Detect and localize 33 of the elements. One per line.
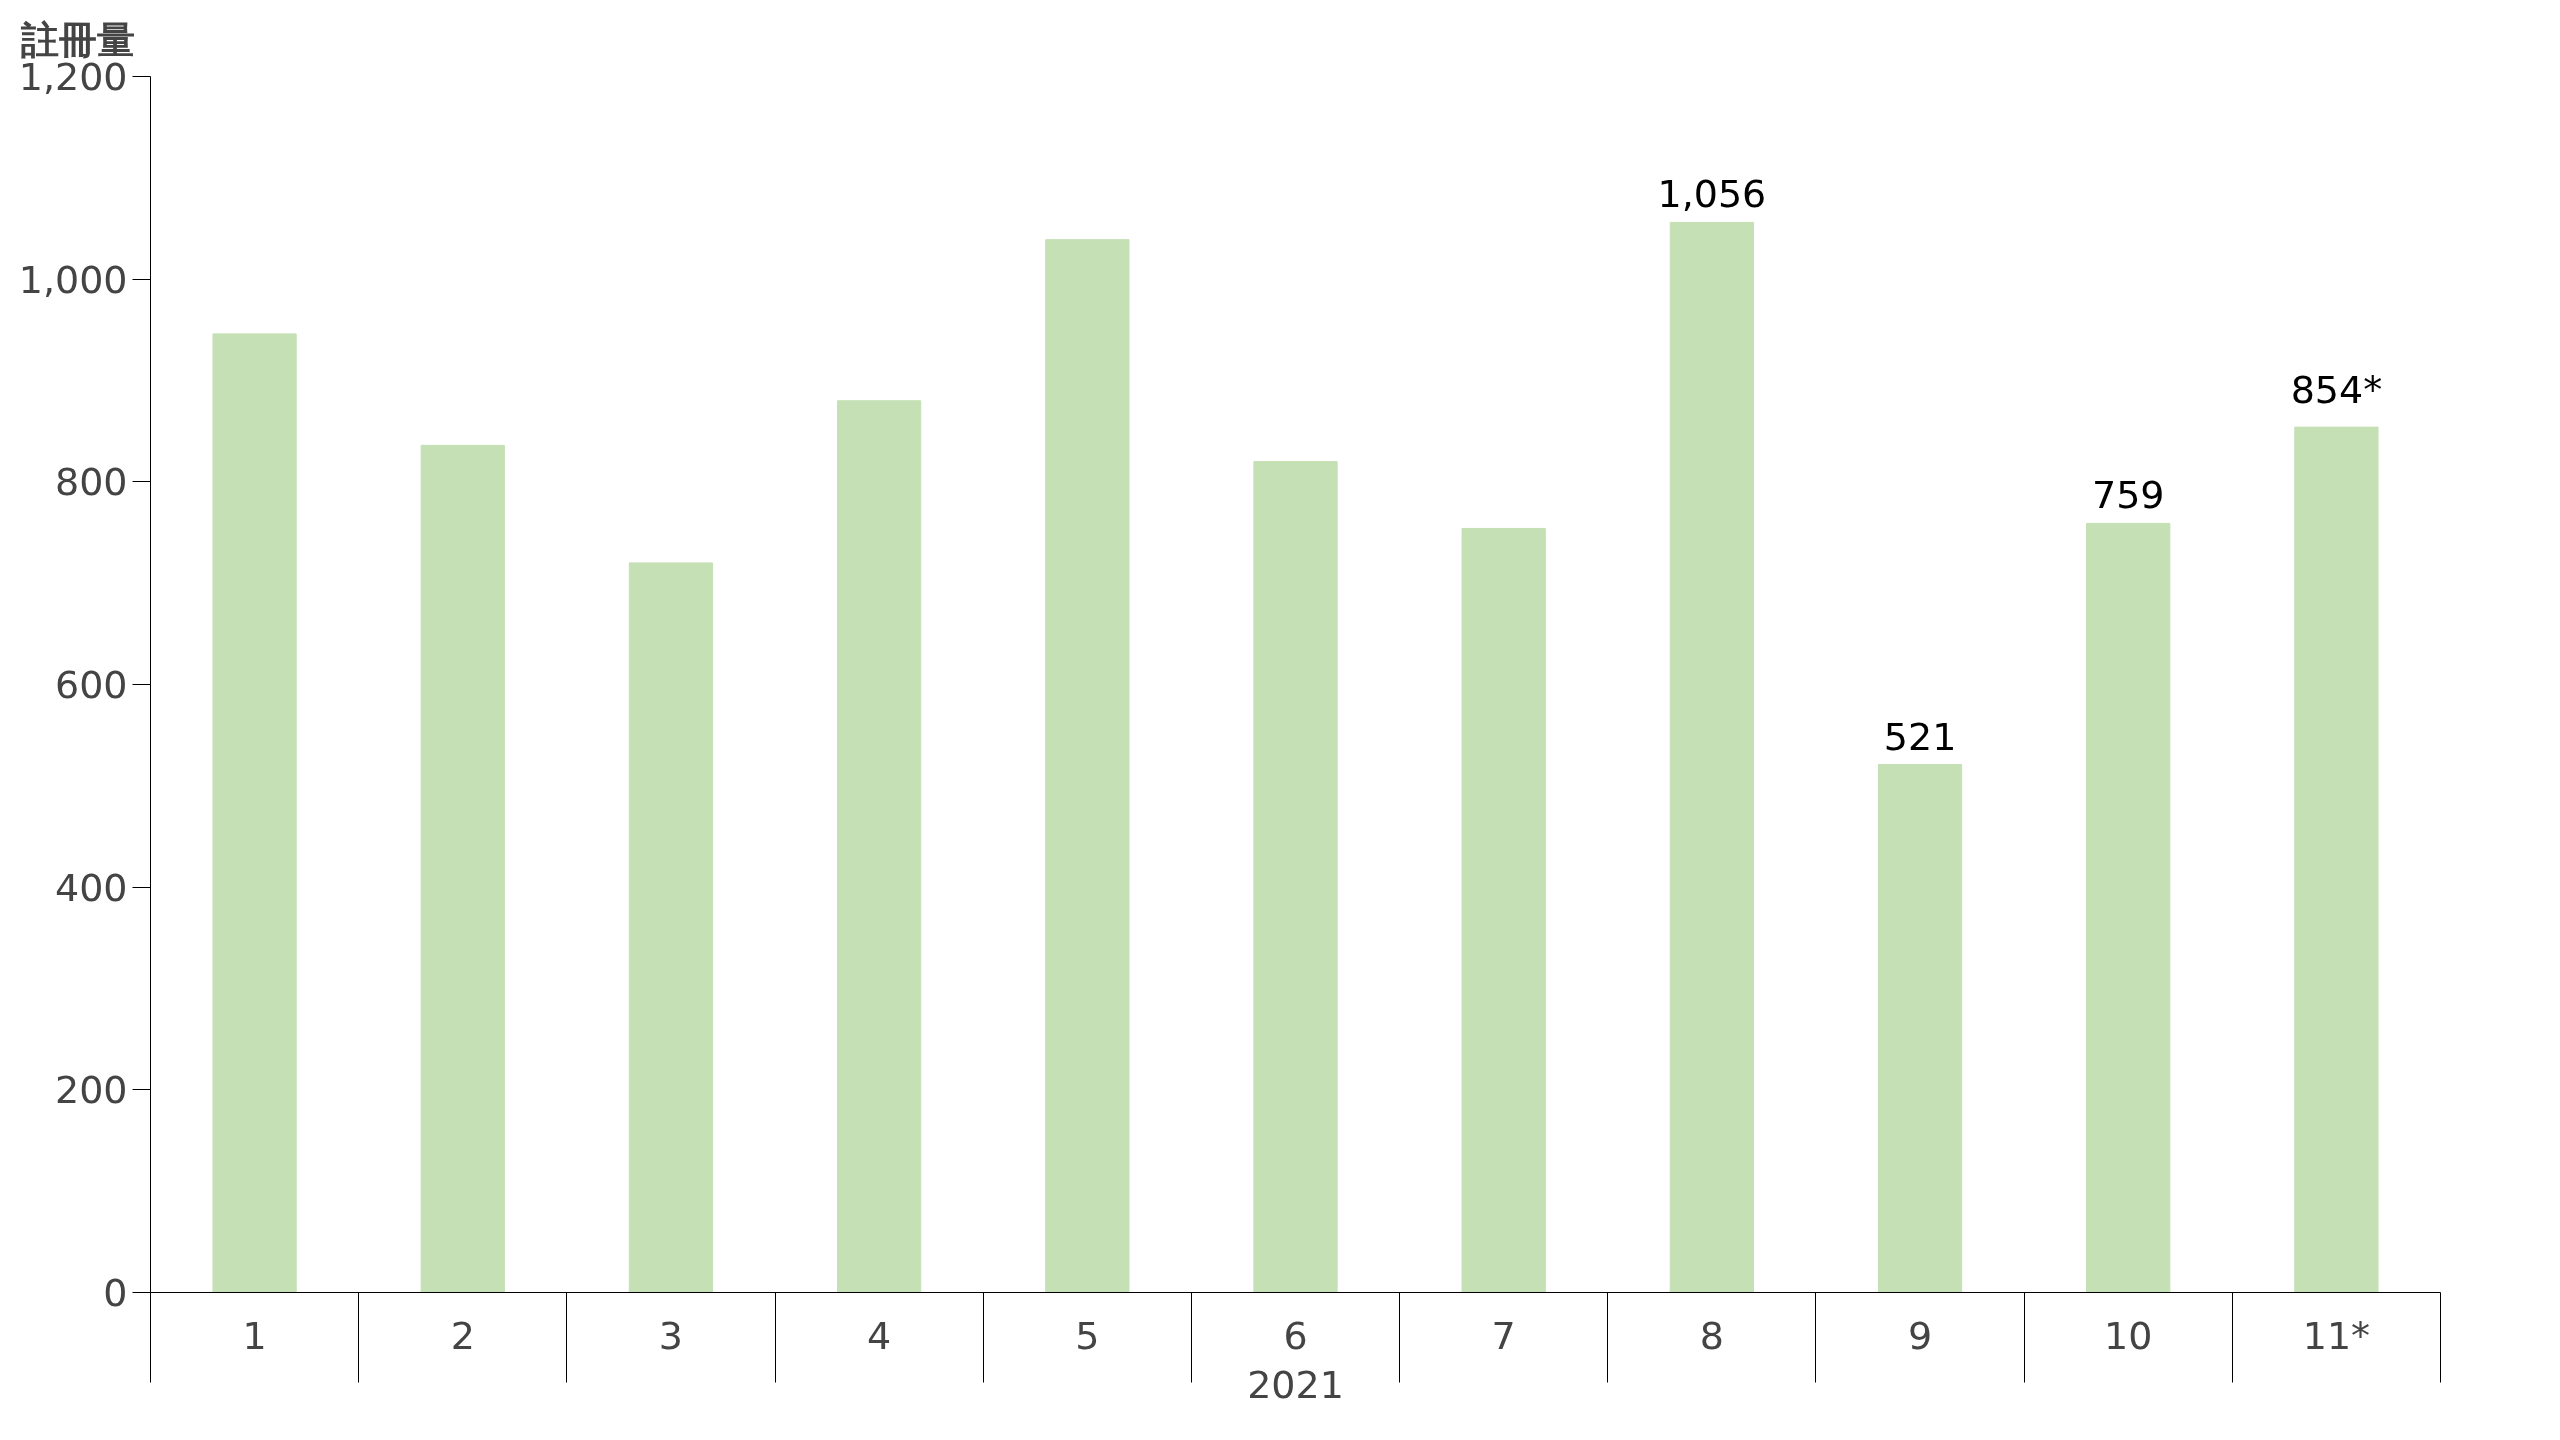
bar [1253,461,1338,1293]
bar [420,444,505,1293]
y-tick-label: 600 [54,663,128,707]
bar [1877,764,1963,1293]
data-label: 759 [2091,473,2165,518]
bar [1045,239,1130,1293]
y-tick-label: 800 [54,460,128,505]
x-tick-label: 10 [2104,1313,2153,1358]
x-tick-label: 1 [242,1313,267,1358]
bar [837,400,922,1293]
data-label: 854* [2290,368,2383,413]
x-tick-label: 11* [2302,1313,2371,1358]
x-tick-label: 3 [658,1313,684,1358]
x-tick-label: 8 [1699,1313,1724,1358]
x-tick-label: 9 [1907,1313,1933,1358]
bar [2086,522,2171,1293]
y-tick-label: 0 [103,1271,128,1315]
bar [628,562,714,1293]
bar [1461,527,1546,1293]
data-label: 521 [1883,714,1957,759]
x-tick-label: 5 [1075,1313,1100,1358]
x-axis-title: 2021 [1247,1362,1344,1407]
x-tick-label: 4 [867,1313,892,1358]
x-tick-label: 2 [450,1313,475,1358]
x-tick-label: 7 [1491,1313,1516,1358]
bar [212,333,297,1293]
bar [2294,426,2379,1293]
y-tick-label: 200 [54,1068,128,1113]
data-label: 1,056 [1657,172,1767,217]
bar [1669,221,1754,1293]
y-tick-label: 400 [54,865,128,910]
x-tick-label: 6 [1283,1313,1308,1358]
y-tick-label: 1,000 [18,257,128,302]
